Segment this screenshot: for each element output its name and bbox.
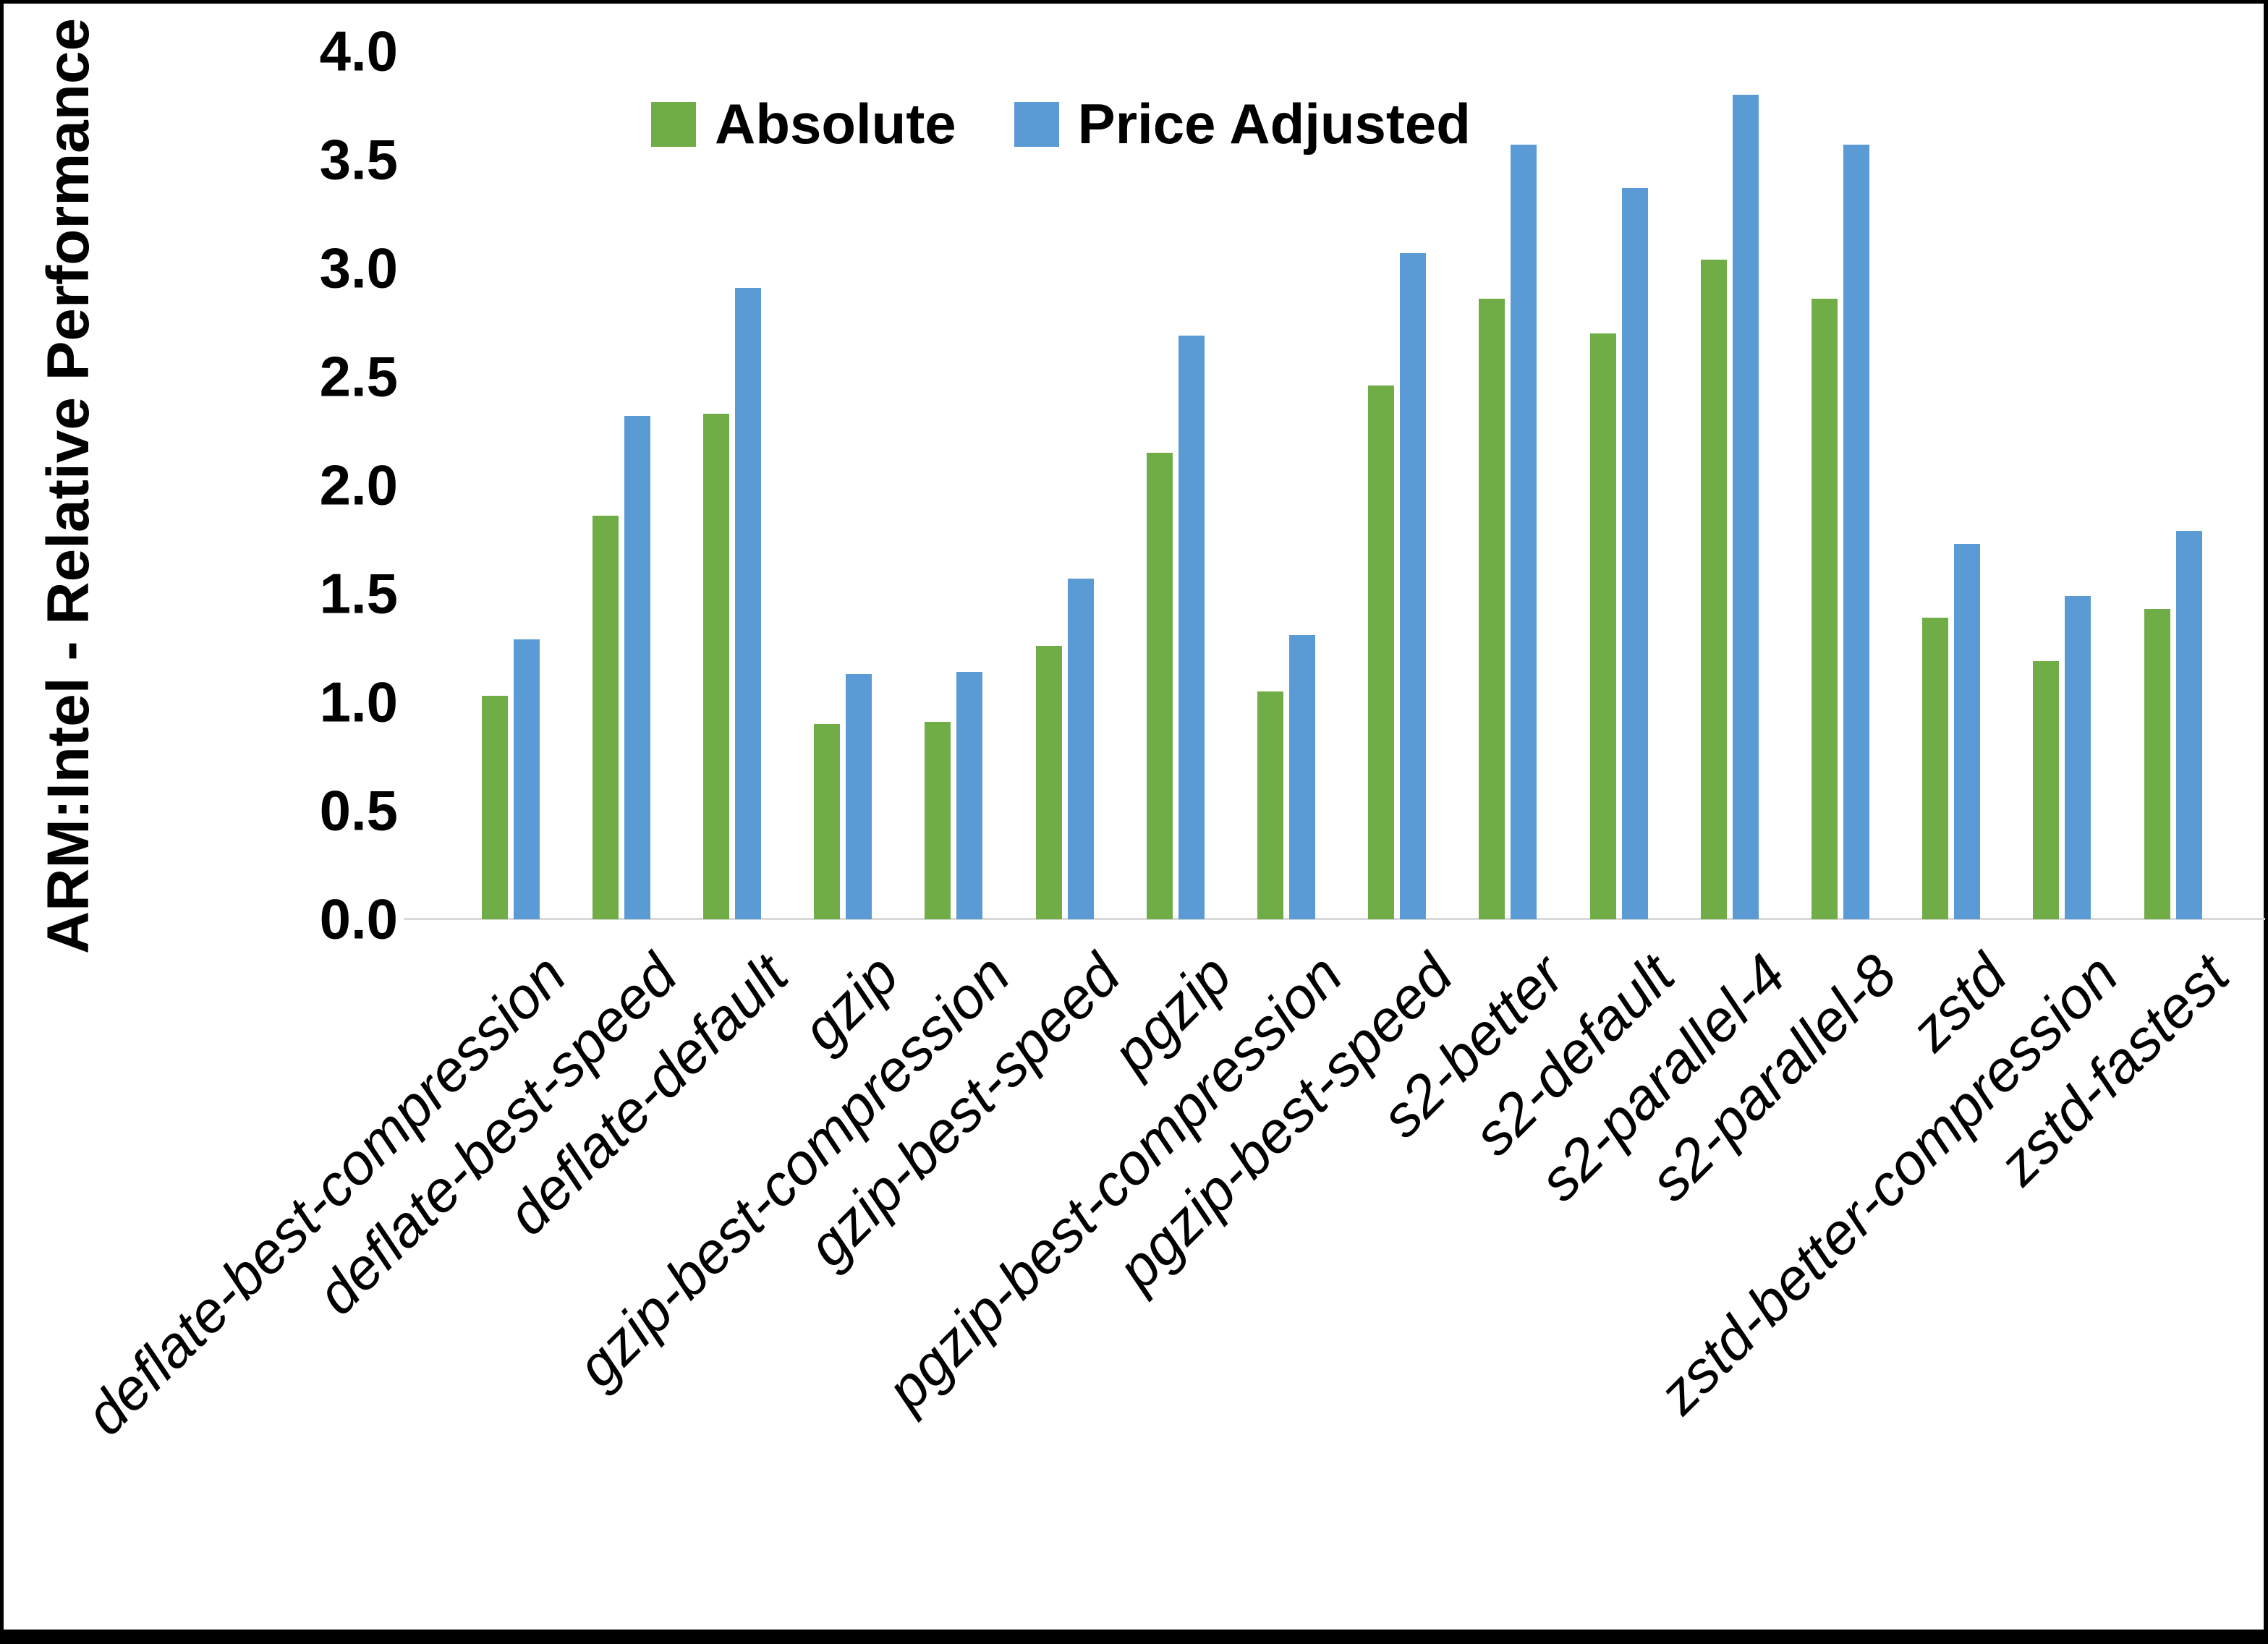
y-tick-label-3.0: 3.0: [319, 236, 398, 300]
bar-absolute-s2-default: [1589, 333, 1616, 919]
bar-price-adjusted-gzip-best-compression: [956, 672, 983, 919]
bar-absolute-gzip: [814, 724, 841, 919]
bar-price-adjusted-s2-better: [1511, 145, 1537, 919]
legend-swatch-absolute: [651, 101, 696, 147]
bar-absolute-gzip-best-speed: [1035, 646, 1062, 919]
bar-absolute-s2-parallel-8: [1812, 299, 1838, 919]
bar-price-adjusted-pgzip-best-speed: [1400, 253, 1427, 919]
y-axis-title: ARM:Intel - Relative Performance: [35, 17, 101, 955]
x-axis-line: [404, 918, 2265, 920]
bar-absolute-s2-better: [1479, 299, 1505, 919]
figure-border-right: [2264, 0, 2268, 1644]
bar-absolute-zstd-fastest: [2144, 609, 2170, 919]
bar-absolute-pgzip: [1146, 453, 1173, 919]
bar-absolute-gzip-best-compression: [925, 722, 951, 919]
legend-swatch-price-adjusted: [1014, 101, 1059, 147]
bar-price-adjusted-zstd: [1954, 544, 1981, 919]
legend-item-absolute: Absolute: [651, 91, 956, 157]
bar-absolute-zstd-better-compression: [2033, 661, 2060, 919]
bar-price-adjusted-zstd-better-compression: [2065, 596, 2091, 919]
legend-item-price-adjusted: Price Adjusted: [1014, 91, 1471, 157]
bar-absolute-deflate-best-compression: [481, 696, 508, 919]
bar-price-adjusted-gzip: [846, 674, 872, 919]
bar-price-adjusted-deflate-best-compression: [513, 639, 540, 919]
y-tick-label-2.5: 2.5: [319, 344, 398, 409]
bar-price-adjusted-pgzip: [1178, 336, 1205, 919]
bar-price-adjusted-s2-parallel-4: [1732, 95, 1759, 919]
bar-absolute-s2-parallel-4: [1700, 260, 1727, 919]
bar-price-adjusted-s2-parallel-8: [1843, 145, 1869, 919]
y-tick-label-1.0: 1.0: [319, 670, 398, 734]
y-tick-label-4.0: 4.0: [319, 19, 398, 83]
bar-price-adjusted-deflate-best-speed: [624, 416, 650, 919]
y-tick-label-2.0: 2.0: [319, 453, 398, 517]
chart-legend: Absolute Price Adjusted: [651, 91, 1471, 157]
legend-label-absolute: Absolute: [715, 92, 956, 156]
y-tick-label-3.5: 3.5: [319, 127, 398, 192]
bar-price-adjusted-zstd-fastest: [2175, 531, 2202, 919]
bar-absolute-zstd: [1922, 618, 1949, 919]
bar-price-adjusted-pgzip-best-compression: [1289, 635, 1315, 919]
bar-absolute-deflate-best-speed: [592, 516, 619, 919]
y-tick-label-1.5: 1.5: [319, 561, 398, 626]
y-tick-label-0.5: 0.5: [319, 778, 398, 843]
y-tick-label-0.0: 0.0: [319, 887, 398, 951]
bar-price-adjusted-gzip-best-speed: [1067, 579, 1094, 919]
figure-border-left: [0, 0, 4, 1644]
bar-absolute-pgzip-best-speed: [1368, 386, 1395, 919]
figure-border-bottom: [0, 1630, 2268, 1644]
figure-border-top: [0, 0, 2268, 4]
bar-absolute-pgzip-best-compression: [1257, 691, 1283, 919]
bar-price-adjusted-s2-default: [1621, 188, 1648, 919]
bar-absolute-deflate-default: [703, 414, 729, 919]
bar-price-adjusted-deflate-default: [735, 288, 761, 919]
legend-label-price-adjusted: Price Adjusted: [1077, 92, 1471, 156]
